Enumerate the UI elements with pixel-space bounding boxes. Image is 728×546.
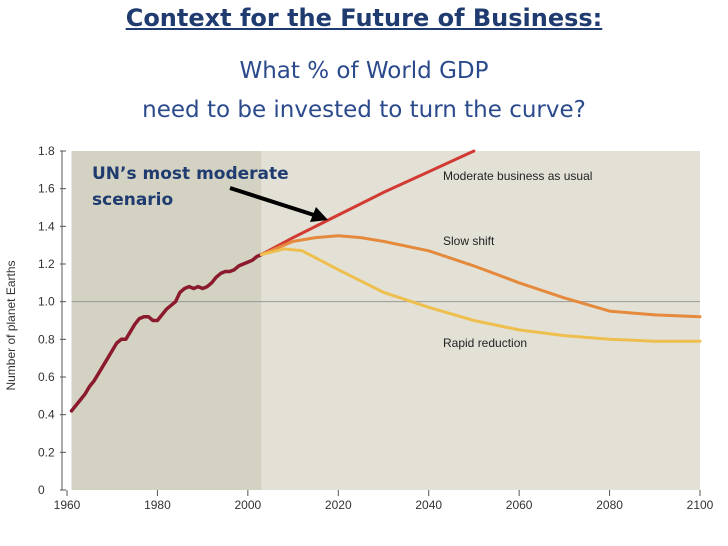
annotation-line-2: scenario [92,190,173,210]
y-tick-label: 1.0 [38,295,55,309]
series-line-moderate-business-as-usual [259,149,476,257]
x-tick-label: 1980 [144,498,171,512]
x-tick-label: 2000 [235,498,262,512]
x-tick-label: 2020 [325,498,352,512]
y-tick-label: 0.2 [38,445,55,459]
annotation-arrow-head [310,207,328,222]
slide-subtitle-line-2: need to be invested to turn the curve? [142,97,586,123]
y-tick-label: 0.8 [38,332,55,346]
annotation-arrow-shaft [229,186,315,217]
series-line-rapid-reduction [259,247,702,343]
y-tick-label: 1.4 [38,219,55,233]
annotation-line-1: UN’s most moderate [92,164,289,184]
y-tick-label: 0.4 [38,408,55,422]
series-line-historical [69,252,264,413]
x-tick-label: 2080 [596,498,623,512]
series-layer [69,149,702,413]
series-label-moderate: Moderate business as usual [443,169,592,183]
slide-subtitle-line-1: What % of World GDP [239,58,489,84]
x-tick-label: 1960 [54,498,81,512]
series-label-rapid-reduction: Rapid reduction [443,336,527,350]
y-tick-label: 1.2 [38,257,55,271]
y-axis-label: Number of planet Earths [4,260,18,390]
y-tick-label: 1.8 [38,144,55,158]
y-tick-label: 0 [38,483,45,497]
y-tick-label: 0.6 [38,370,55,384]
series-label-slow-shift: Slow shift [443,234,495,248]
x-tick-label: 2060 [506,498,533,512]
x-tick-label: 2100 [687,498,714,512]
axis-ticks: 0 0.2 0.4 0.6 0.8 1.0 1.2 1.4 1.6 1.8 1960 1980 2000… [38,144,714,512]
slide-title: Context for the Future of Business: [125,4,603,32]
y-tick-label: 1.6 [38,182,55,196]
historical-shading [71,151,262,490]
x-tick-label: 2040 [415,498,442,512]
series-line-slow-shift [259,234,702,319]
